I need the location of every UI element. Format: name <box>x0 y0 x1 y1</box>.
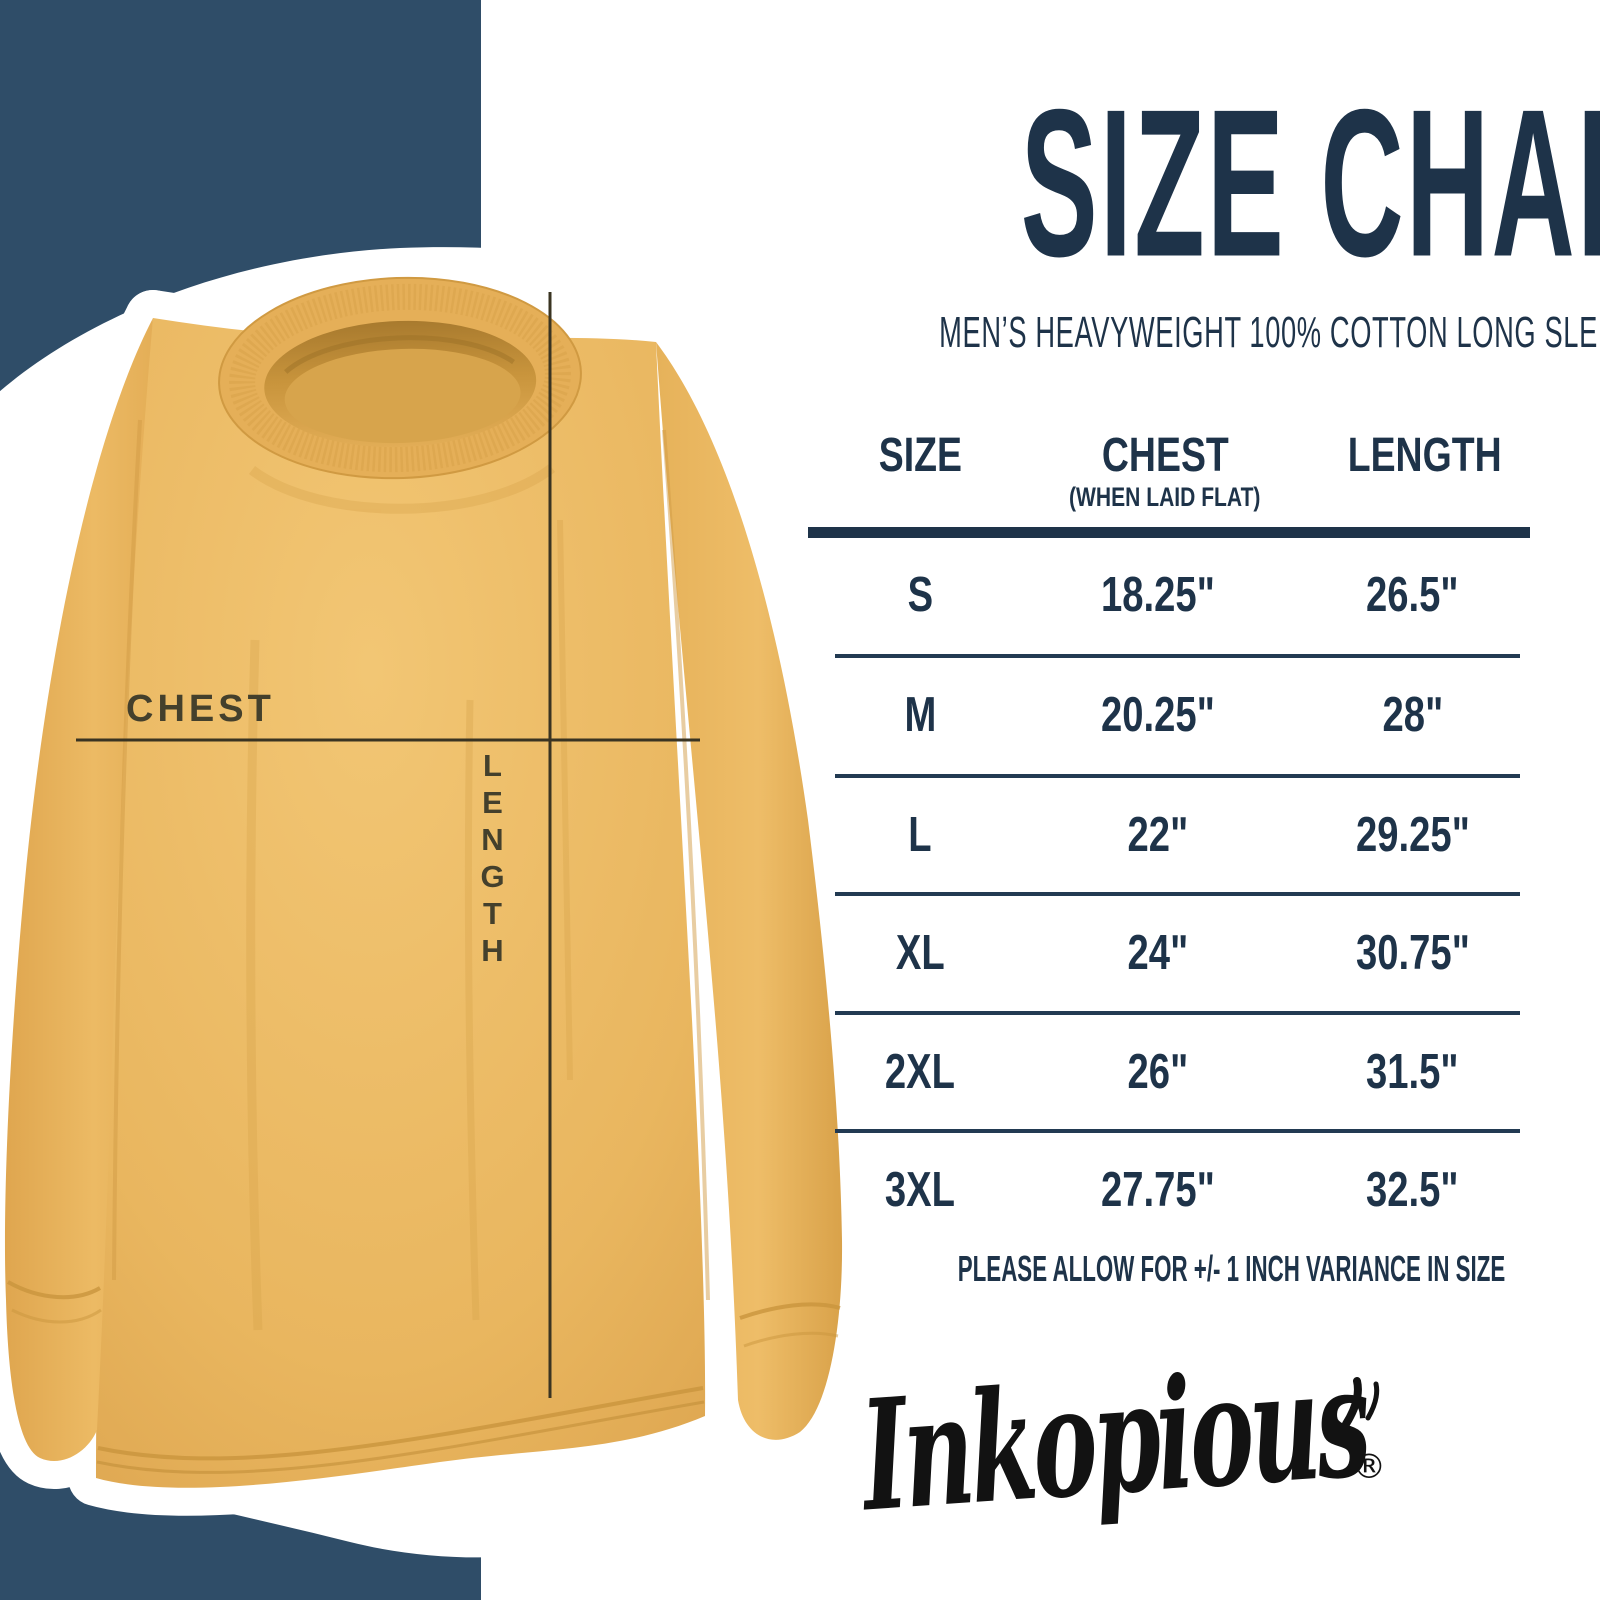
chest-cell: 18.25" <box>1100 568 1215 622</box>
chest-cell: 22" <box>1127 808 1188 862</box>
logo-swash <box>1342 1377 1380 1428</box>
column-header-chest: CHEST <box>1101 429 1229 482</box>
variance-note: PLEASE ALLOW FOR +/- 1 INCH VARIANCE IN … <box>957 1248 1506 1289</box>
length-cell: 30.75" <box>1355 926 1470 980</box>
left-sleeve-crease <box>112 419 142 1281</box>
row-separator <box>835 1129 1520 1133</box>
table-row-m: M 20.25" 28" <box>810 655 1540 775</box>
fabric-folds <box>246 464 573 1331</box>
size-cell: M <box>904 688 936 742</box>
size-cell: L <box>908 808 932 862</box>
chest-cell: 26" <box>1127 1045 1188 1099</box>
chest-cell: 27.75" <box>1100 1163 1215 1217</box>
size-cell: XL <box>895 926 945 980</box>
chest-cell: 20.25" <box>1100 688 1215 742</box>
column-header-length: LENGTH <box>1348 429 1502 482</box>
table-row-2xl: 2XL 26" 31.5" <box>810 1012 1540 1132</box>
length-cell: 31.5" <box>1366 1045 1459 1099</box>
hem-stitching <box>96 1386 705 1474</box>
row-separator <box>835 1011 1520 1015</box>
table-header-rule <box>808 527 1530 538</box>
page-title: SIZE CHART <box>1020 65 1600 301</box>
left-sleeve <box>4 318 153 1462</box>
table-row-l: L 22" 29.25" <box>810 775 1540 895</box>
column-header-chest-note: (WHEN LAID FLAT) <box>1069 482 1261 512</box>
row-separator <box>835 892 1520 896</box>
right-sleeve-crease <box>662 429 710 1301</box>
length-cell: 26.5" <box>1366 568 1459 622</box>
brand-logo-text: Inkopious <box>854 1331 1375 1545</box>
page-subtitle: MEN’S HEAVYWEIGHT 100% COTTON LONG SLEEV… <box>939 308 1600 357</box>
table-row-3xl: 3XL 27.75" 32.5" <box>810 1130 1540 1250</box>
right-sleeve <box>656 342 843 1440</box>
row-separator <box>835 774 1520 778</box>
size-cell: S <box>907 568 933 622</box>
table-row-s: S 18.25" 26.5" <box>810 535 1540 655</box>
length-label: LENGTH <box>475 748 510 970</box>
length-cell: 32.5" <box>1366 1163 1459 1217</box>
shirt-body <box>96 318 706 1488</box>
length-cell: 29.25" <box>1355 808 1470 862</box>
registered-mark: ® <box>1352 1447 1386 1487</box>
left-cuff-seams <box>7 1280 102 1324</box>
table-row-xl: XL 24" 30.75" <box>810 893 1540 1013</box>
row-separator <box>835 654 1520 658</box>
chest-cell: 24" <box>1127 926 1188 980</box>
brand-logo: Inkopious ® <box>854 1331 1386 1545</box>
size-cell: 2XL <box>884 1045 956 1099</box>
right-cuff-seams <box>739 1302 841 1348</box>
collar <box>218 276 582 480</box>
column-header-size: SIZE <box>878 429 962 482</box>
chest-label: CHEST <box>126 688 275 730</box>
length-cell: 28" <box>1382 688 1443 742</box>
size-cell: 3XL <box>884 1163 956 1217</box>
